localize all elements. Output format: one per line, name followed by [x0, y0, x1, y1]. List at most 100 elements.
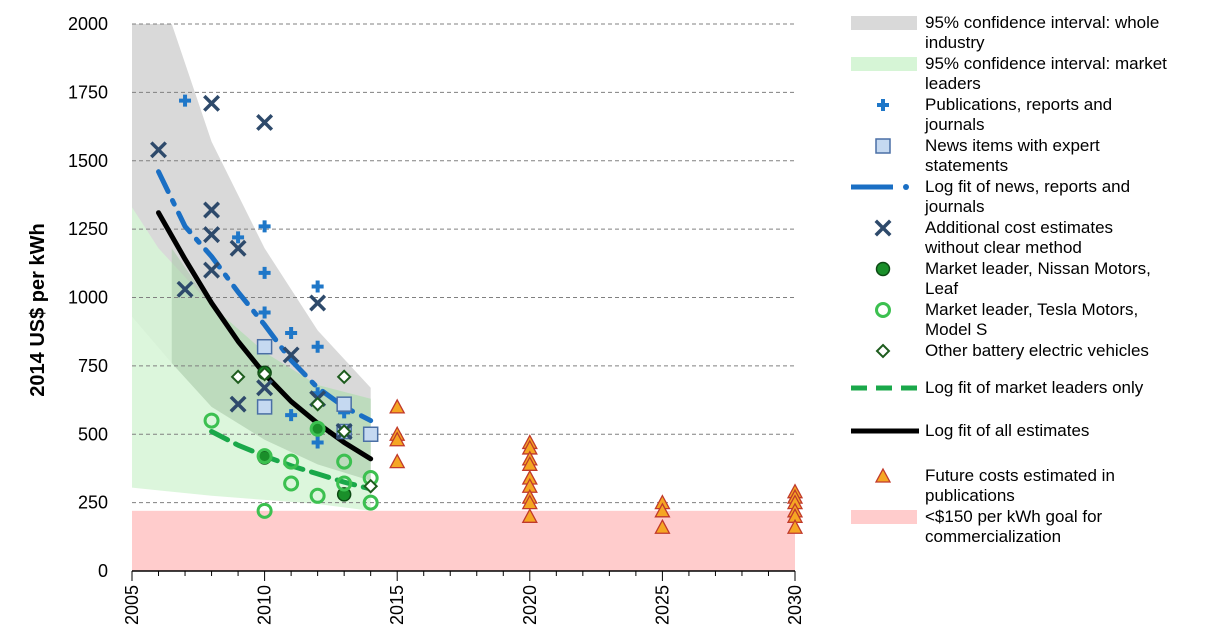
legend-swatch — [903, 184, 909, 190]
open-circle-marker-shape — [362, 494, 379, 511]
legend-label: publications — [925, 486, 1015, 505]
legend-label: statements — [925, 156, 1008, 175]
x-tick-label: 2010 — [255, 585, 275, 625]
data-point — [229, 239, 247, 257]
data-point — [232, 231, 245, 244]
plus-marker-shape — [258, 220, 271, 233]
legend-marker — [875, 302, 891, 318]
diamond-marker-shape — [310, 396, 326, 412]
square-marker-shape — [875, 138, 891, 154]
open-circle-marker-shape — [336, 475, 353, 492]
plus-marker-shape — [179, 94, 192, 107]
open-circle-marker-shape — [309, 487, 326, 504]
data-point — [786, 518, 804, 534]
x-marker-shape — [309, 294, 327, 312]
open-circle-marker-shape — [283, 453, 300, 470]
data-point — [203, 201, 221, 219]
data-point — [389, 398, 406, 414]
data-point — [283, 453, 300, 470]
x-marker-shape — [874, 219, 892, 237]
fit-line — [156, 169, 374, 424]
legend-label: journals — [924, 197, 985, 216]
data-point — [283, 475, 300, 492]
diamond-marker-shape — [363, 478, 379, 494]
triangle-marker-shape — [786, 518, 804, 534]
data-point — [654, 502, 671, 518]
legend-swatch — [851, 57, 917, 71]
data-point — [309, 487, 326, 504]
data-point — [336, 396, 352, 412]
legend-label: 95% confidence interval: market — [925, 54, 1167, 73]
x-tick-label: 2015 — [387, 585, 407, 625]
data-point — [258, 220, 271, 233]
y-tick-label: 1250 — [68, 219, 108, 239]
plus-marker-shape — [311, 436, 324, 449]
data-point — [336, 453, 353, 470]
diamond-marker-shape — [875, 343, 891, 359]
axes: 0 250 500 750 1000 1250 1500 1750 2000 2005 2010 20… — [68, 14, 805, 625]
data-point — [285, 327, 298, 340]
legend-marker — [875, 261, 891, 277]
triangle-marker-shape — [654, 518, 671, 534]
data-point — [203, 226, 221, 244]
legend: 95% confidence interval: wholeindustry95… — [851, 13, 1167, 546]
plus-marker-shape — [311, 280, 324, 293]
open-circle-marker-shape — [875, 302, 891, 318]
legend-label: Additional cost estimates — [925, 218, 1113, 237]
legend-label: Log fit of market leaders only — [925, 378, 1144, 397]
y-tick-label: 1750 — [68, 82, 108, 102]
legend-label: 95% confidence interval: whole — [925, 13, 1159, 32]
data-point — [338, 406, 351, 419]
diamond-marker-shape — [336, 369, 352, 385]
data-point — [285, 409, 298, 422]
plus-marker-shape — [877, 99, 889, 111]
legend-item: Market leader, Nissan Motors,Leaf — [875, 259, 1151, 298]
legend-marker — [875, 343, 891, 359]
data-point — [203, 412, 220, 429]
triangle-marker-shape — [874, 467, 892, 483]
triangle-marker-shape — [389, 431, 406, 447]
data-point — [309, 420, 326, 437]
filled-circle-marker-shape — [336, 487, 352, 502]
x-marker-shape — [150, 141, 167, 159]
x-tick-label: 2030 — [785, 585, 805, 625]
gridlines — [132, 23, 795, 504]
data-point — [336, 487, 352, 502]
plus-marker-shape — [311, 340, 324, 353]
data-point — [309, 294, 327, 312]
data-point — [336, 475, 353, 492]
legend-marker — [874, 219, 892, 237]
data-point — [311, 280, 324, 293]
data-point — [282, 346, 300, 364]
legend-label: Market leader, Tesla Motors, — [925, 300, 1138, 319]
triangle-marker-shape — [521, 507, 538, 523]
plus-marker-shape — [311, 387, 324, 400]
x-marker-shape — [282, 346, 300, 364]
triangle-marker-shape — [654, 502, 671, 518]
series-x — [150, 94, 353, 440]
legend-item: Other battery electric vehicles — [875, 341, 1149, 360]
legend-item: Log fit of market leaders only — [851, 378, 1144, 397]
data-point — [229, 395, 247, 413]
square-marker-shape — [256, 338, 273, 355]
data-point — [362, 494, 379, 511]
series-diamond — [230, 366, 379, 494]
x-marker-shape — [203, 94, 221, 112]
x-marker-shape — [256, 379, 274, 397]
data-point — [336, 369, 352, 385]
square-marker-shape — [256, 399, 273, 415]
legend-label: without clear method — [924, 238, 1082, 257]
data-point — [362, 426, 379, 442]
legend-label: Market leader, Nissan Motors, — [925, 259, 1151, 278]
legend-marker — [875, 138, 891, 154]
x-marker-shape — [256, 113, 274, 131]
plus-marker-shape — [258, 306, 271, 319]
y-tick-label: 2000 — [68, 14, 108, 34]
open-circle-marker-shape — [203, 412, 220, 429]
